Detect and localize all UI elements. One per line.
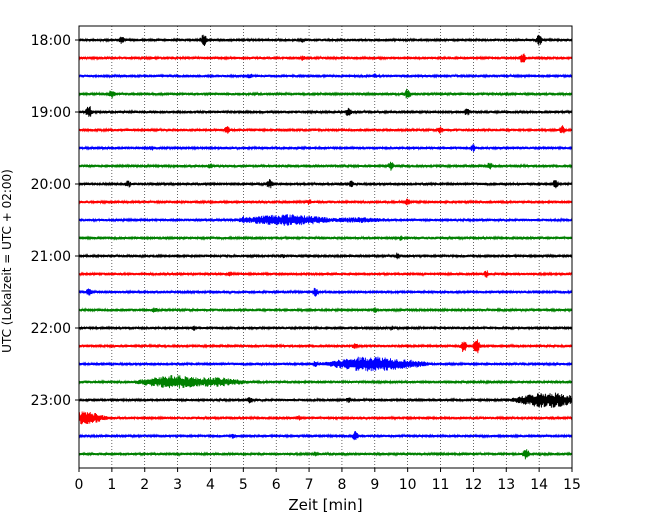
x-tick-label: 5 (239, 477, 248, 493)
y-tick-label: 20:00 (31, 177, 71, 193)
seismogram-trace (78, 235, 573, 241)
seismogram-trace (78, 356, 573, 372)
y-axis-title: UTC (Lokalzeit = UTC + 02:00) (0, 169, 14, 353)
y-tick-label: 22:00 (31, 321, 71, 337)
seismogram-trace (78, 214, 573, 226)
x-tick-label: 2 (140, 477, 149, 493)
x-tick-label: 10 (399, 477, 417, 493)
trace-layer (78, 34, 573, 460)
seismogram-trace (78, 392, 573, 408)
seismogram-trace (78, 270, 573, 278)
x-tick-label: 1 (107, 477, 116, 493)
seismogram-trace (78, 287, 573, 297)
seismogram-trace (78, 252, 573, 260)
seismogram-trace (78, 198, 573, 206)
plot-frame (78, 25, 573, 469)
seismogram-trace (78, 53, 573, 63)
x-tick-label: 6 (272, 477, 281, 493)
x-tick-label: 13 (497, 477, 515, 493)
x-axis-title: Zeit [min] (288, 496, 362, 514)
x-tick-label: 14 (530, 477, 548, 493)
x-tick-label: 12 (464, 477, 482, 493)
seismogram-trace (78, 106, 573, 117)
seismogram-trace (78, 161, 573, 171)
seismogram-trace (78, 307, 573, 313)
x-tick-label: 11 (432, 477, 450, 493)
x-tick-label: 4 (206, 477, 215, 493)
seismogram-trace (78, 144, 573, 152)
seismogram-trace (78, 88, 573, 99)
seismogram-trace (78, 449, 573, 460)
x-tick-label: 9 (370, 477, 379, 493)
seismogram-trace (78, 73, 573, 79)
seismogram-trace (78, 411, 573, 425)
y-tick-label: 19:00 (31, 105, 71, 121)
seismogram-trace (78, 325, 573, 331)
y-axis: 18:00 19:00 20:00 21:00 22:00 23:00 (31, 33, 79, 409)
y-tick-label: 21:00 (31, 249, 71, 265)
x-tick-label: 3 (173, 477, 182, 493)
seismogram-trace (78, 431, 573, 441)
y-tick-label: 23:00 (31, 393, 71, 409)
seismogram-trace (78, 339, 573, 354)
seismogram-trace (78, 375, 573, 389)
x-tick-label: 8 (337, 477, 346, 493)
seismogram-trace (78, 125, 573, 134)
x-axis: 0 1 2 3 4 5 6 7 8 9 10 11 12 13 14 15 (75, 468, 581, 493)
x-tick-label: 7 (305, 477, 314, 493)
x-tick-label: 15 (563, 477, 581, 493)
x-tick-label: 0 (75, 477, 84, 493)
seismogram-trace (78, 34, 573, 47)
y-tick-label: 18:00 (31, 33, 71, 49)
seismogram-trace (78, 179, 573, 189)
